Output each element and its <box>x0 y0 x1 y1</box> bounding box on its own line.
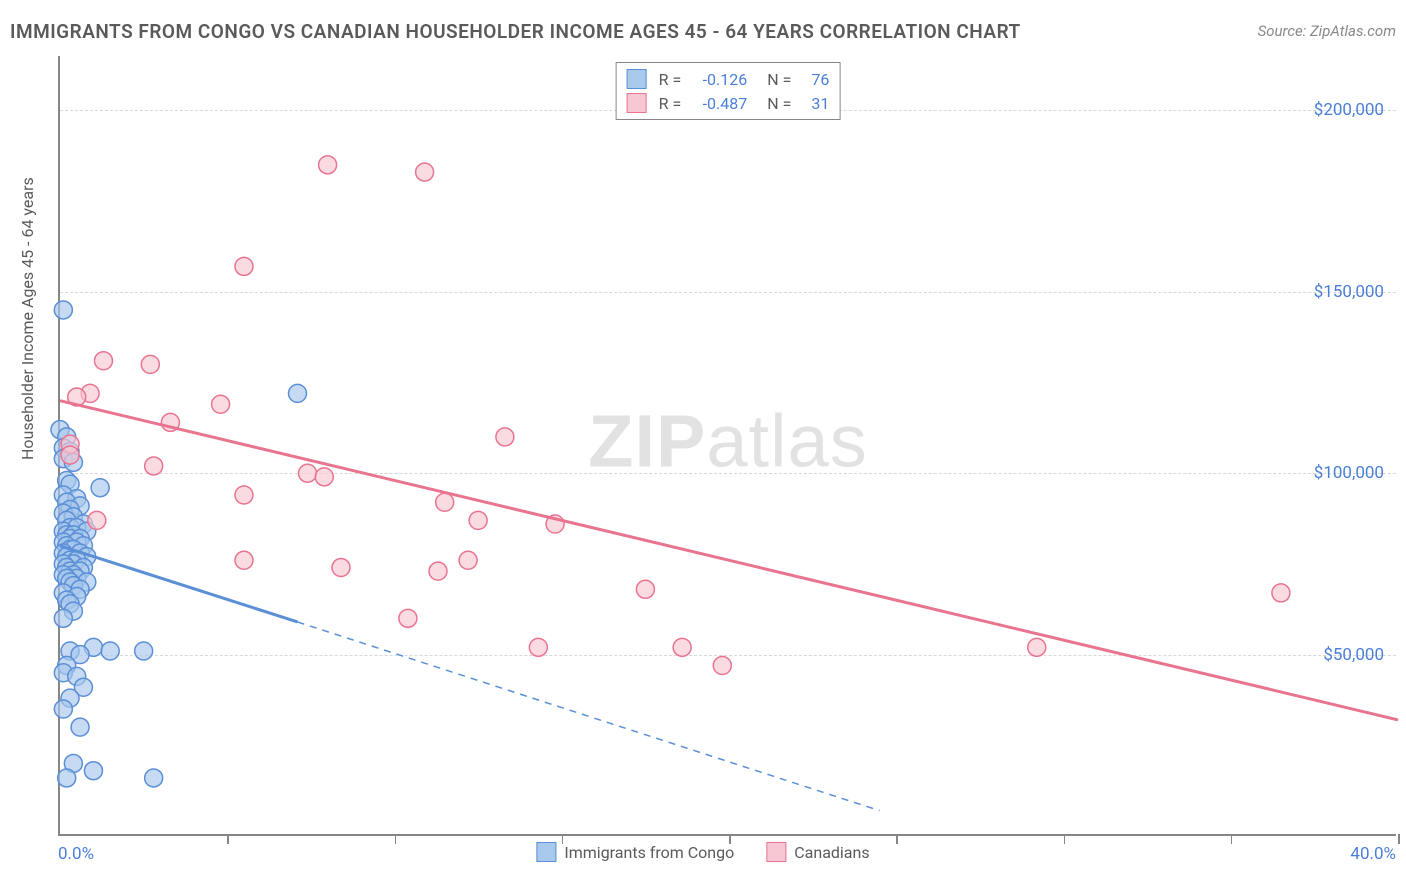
data-point <box>145 457 163 475</box>
x-tick <box>1231 834 1233 844</box>
data-point <box>58 769 76 787</box>
correlation-legend-row: R = -0.487 N = 31 <box>627 91 830 115</box>
x-tick <box>1064 834 1066 844</box>
x-tick <box>227 834 229 844</box>
r-label: R = <box>659 70 682 89</box>
y-tick-label: $100,000 <box>1314 463 1384 483</box>
data-point <box>429 562 447 580</box>
data-point <box>1272 584 1290 602</box>
data-point <box>416 163 434 181</box>
data-point <box>299 464 317 482</box>
legend-swatch <box>627 93 647 113</box>
y-axis-label: Householder Income Ages 45 - 64 years <box>18 177 37 460</box>
data-point <box>459 551 477 569</box>
data-point <box>235 257 253 275</box>
x-tick <box>896 834 898 844</box>
data-point <box>713 656 731 674</box>
data-point <box>673 638 691 656</box>
series-legend-label: Immigrants from Congo <box>564 843 734 862</box>
r-value: -0.126 <box>689 70 747 89</box>
data-point <box>235 486 253 504</box>
n-value: 76 <box>799 70 829 89</box>
legend-swatch <box>536 842 556 862</box>
n-value: 31 <box>799 94 829 113</box>
data-point <box>529 638 547 656</box>
series-legend-item: Canadians <box>766 842 869 862</box>
data-point <box>145 769 163 787</box>
series-legend-item: Immigrants from Congo <box>536 842 734 862</box>
chart-title: IMMIGRANTS FROM CONGO VS CANADIAN HOUSEH… <box>10 20 1021 43</box>
data-point <box>332 559 350 577</box>
data-point <box>436 493 454 511</box>
n-label: N = <box>767 70 791 89</box>
series-legend: Immigrants from Congo Canadians <box>536 842 869 862</box>
data-point <box>71 718 89 736</box>
correlation-legend-row: R = -0.126 N = 76 <box>627 67 830 91</box>
data-point <box>54 301 72 319</box>
data-point <box>212 395 230 413</box>
data-point <box>399 609 417 627</box>
data-point <box>315 468 333 486</box>
r-label: R = <box>659 94 682 113</box>
y-tick-label: $150,000 <box>1314 282 1384 302</box>
plot-svg <box>60 56 1396 834</box>
x-axis-min-label: 0.0% <box>58 844 94 864</box>
legend-swatch <box>766 842 786 862</box>
x-tick <box>395 834 397 844</box>
r-value: -0.487 <box>689 94 747 113</box>
data-point <box>235 551 253 569</box>
data-point <box>135 642 153 660</box>
data-point <box>288 384 306 402</box>
data-point <box>1028 638 1046 656</box>
data-point <box>141 355 159 373</box>
data-point <box>88 511 106 529</box>
data-point <box>54 609 72 627</box>
data-point <box>101 642 119 660</box>
x-axis-max-label: 40.0% <box>1350 844 1396 864</box>
y-tick-label: $50,000 <box>1323 645 1384 665</box>
plot-area: ZIPatlas $50,000$100,000$150,000$200,000… <box>58 56 1396 836</box>
data-point <box>84 762 102 780</box>
data-point <box>61 446 79 464</box>
data-point <box>54 700 72 718</box>
chart-container: IMMIGRANTS FROM CONGO VS CANADIAN HOUSEH… <box>0 0 1406 892</box>
legend-swatch <box>627 69 647 89</box>
data-point <box>91 479 109 497</box>
data-point <box>94 352 112 370</box>
n-label: N = <box>767 94 791 113</box>
data-point <box>636 580 654 598</box>
series-legend-label: Canadians <box>794 843 869 862</box>
source-attribution: Source: ZipAtlas.com <box>1258 22 1396 40</box>
trend-line-extrapolated <box>297 622 879 811</box>
data-point <box>319 156 337 174</box>
data-point <box>469 511 487 529</box>
y-tick-label: $200,000 <box>1314 100 1384 120</box>
x-tick <box>1398 834 1400 844</box>
correlation-legend: R = -0.126 N = 76 R = -0.487 N = 31 <box>616 62 841 120</box>
data-point <box>496 428 514 446</box>
